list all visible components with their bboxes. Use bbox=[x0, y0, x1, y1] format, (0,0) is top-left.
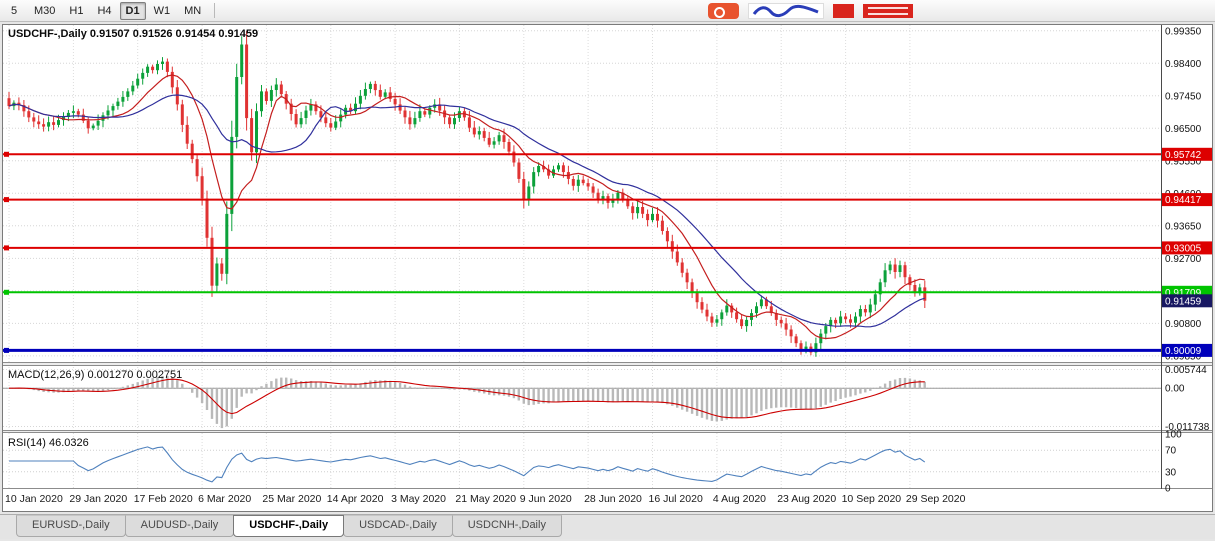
date-axis[interactable]: 10 Jan 2020 29 Jan 2020 17 Feb 2020 6 Mar 2… bbox=[5, 493, 966, 505]
price-scale[interactable]: 0.993500.984000.974500.965000.955500.946… bbox=[1162, 26, 1212, 495]
pane-separators bbox=[3, 25, 1212, 489]
svg-text:0.91459: 0.91459 bbox=[1165, 296, 1202, 307]
chart-tab-eurusd[interactable]: EURUSD-,Daily bbox=[16, 515, 126, 537]
svg-text:23 Aug 2020: 23 Aug 2020 bbox=[777, 493, 836, 505]
svg-text:0.95742: 0.95742 bbox=[1165, 150, 1202, 161]
logo-wordmark bbox=[748, 2, 824, 19]
svg-text:14 Apr 2020: 14 Apr 2020 bbox=[327, 493, 384, 505]
svg-text:4 Aug 2020: 4 Aug 2020 bbox=[713, 493, 766, 505]
svg-text:0.91709: 0.91709 bbox=[1165, 288, 1202, 299]
svg-text:0.93005: 0.93005 bbox=[1165, 243, 1202, 254]
svg-text:0.98400: 0.98400 bbox=[1165, 59, 1202, 70]
svg-text:10 Jan 2020: 10 Jan 2020 bbox=[5, 493, 63, 505]
svg-text:0.96500: 0.96500 bbox=[1165, 124, 1202, 135]
svg-text:21 May 2020: 21 May 2020 bbox=[455, 493, 516, 505]
logo-wordmark-graphic bbox=[752, 4, 819, 17]
timeframe-button-m30[interactable]: M30 bbox=[34, 4, 56, 17]
timeframe-button-h1[interactable]: H1 bbox=[69, 4, 84, 17]
chart-tab-usdcad[interactable]: USDCAD-,Daily bbox=[343, 515, 453, 537]
svg-text:0.97450: 0.97450 bbox=[1165, 91, 1202, 102]
logo-badge-icon bbox=[708, 2, 739, 19]
moving-average-fast bbox=[8, 74, 925, 340]
chart-tab-usdcnh[interactable]: USDCNH-,Daily bbox=[451, 515, 562, 537]
logo-block-wide bbox=[863, 3, 913, 18]
svg-text:0.94417: 0.94417 bbox=[1165, 195, 1202, 206]
svg-text:9 Jun 2020: 9 Jun 2020 bbox=[520, 493, 572, 505]
chart-tab-usdchf[interactable]: USDCHF-,Daily bbox=[233, 515, 345, 537]
svg-text:0.99350: 0.99350 bbox=[1165, 26, 1202, 37]
svg-text:-0.011738: -0.011738 bbox=[1165, 422, 1210, 433]
svg-text:17 Feb 2020: 17 Feb 2020 bbox=[134, 493, 193, 505]
candles-layer bbox=[7, 31, 927, 357]
svg-text:0.92700: 0.92700 bbox=[1165, 254, 1202, 265]
timeframe-toolbar: 5 M30 H1 H4 D1 W1 MN bbox=[0, 0, 1215, 22]
timeframe-button-d1[interactable]: D1 bbox=[119, 1, 146, 20]
timeframe-button-h4[interactable]: H4 bbox=[97, 4, 112, 17]
logo-block-small bbox=[833, 3, 854, 18]
svg-text:10 Sep 2020: 10 Sep 2020 bbox=[842, 493, 902, 505]
logo-wordmark-path bbox=[752, 4, 819, 17]
svg-text:0.005744: 0.005744 bbox=[1165, 365, 1207, 376]
rsi-line bbox=[9, 446, 926, 483]
timeframe-button-w1[interactable]: W1 bbox=[153, 4, 171, 17]
toolbar-separator bbox=[214, 3, 216, 18]
svg-text:28 Jun 2020: 28 Jun 2020 bbox=[584, 493, 642, 505]
moving-average-slow bbox=[8, 94, 925, 328]
svg-text:0.00: 0.00 bbox=[1165, 384, 1185, 395]
svg-text:25 Mar 2020: 25 Mar 2020 bbox=[262, 493, 321, 505]
svg-text:0.95550: 0.95550 bbox=[1165, 156, 1202, 167]
chart-canvas[interactable]: 0.993500.984000.974500.965000.955500.946… bbox=[3, 25, 1212, 511]
chart-area[interactable]: 0.993500.984000.974500.965000.955500.946… bbox=[2, 24, 1213, 512]
svg-text:0: 0 bbox=[1165, 484, 1171, 495]
chart-tabs-bar: EURUSD-,Daily AUDUSD-,Daily USDCHF-,Dail… bbox=[0, 514, 1215, 539]
svg-text:30: 30 bbox=[1165, 467, 1177, 478]
svg-text:100: 100 bbox=[1165, 430, 1182, 441]
broker-logo bbox=[708, 2, 913, 19]
svg-text:70: 70 bbox=[1165, 446, 1177, 457]
svg-text:6 Mar 2020: 6 Mar 2020 bbox=[198, 493, 251, 505]
svg-text:0.93650: 0.93650 bbox=[1165, 221, 1202, 232]
timeframe-button-mn[interactable]: MN bbox=[184, 4, 202, 17]
svg-text:0.90009: 0.90009 bbox=[1165, 346, 1202, 357]
svg-text:16 Jul 2020: 16 Jul 2020 bbox=[649, 493, 703, 505]
timeframe-button-m5[interactable]: 5 bbox=[10, 4, 18, 17]
svg-text:29 Sep 2020: 29 Sep 2020 bbox=[906, 493, 966, 505]
svg-text:3 May 2020: 3 May 2020 bbox=[391, 493, 446, 505]
svg-text:0.90800: 0.90800 bbox=[1165, 319, 1202, 330]
horizontal-lines-layer[interactable] bbox=[3, 151, 1161, 353]
macd-layer bbox=[3, 375, 1161, 429]
svg-text:29 Jan 2020: 29 Jan 2020 bbox=[69, 493, 127, 505]
chart-tab-audusd[interactable]: AUDUSD-,Daily bbox=[124, 515, 235, 537]
